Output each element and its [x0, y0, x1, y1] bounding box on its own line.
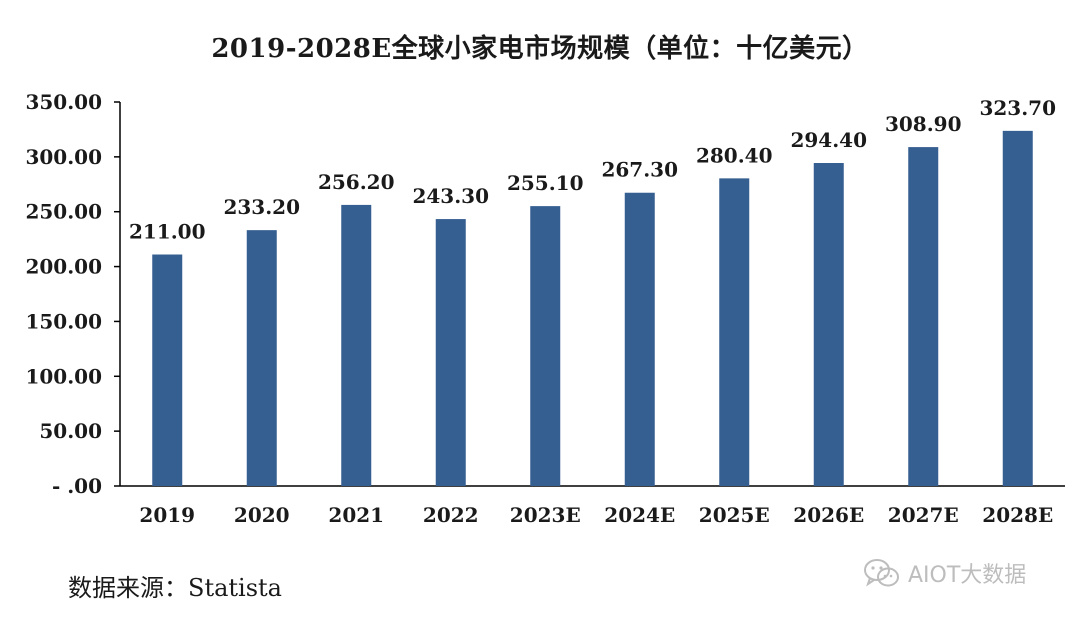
y-tick-label: 300.00	[25, 145, 102, 169]
watermark-text: AIOT大数据	[908, 563, 1027, 588]
x-tick-label: 2023E	[510, 503, 581, 527]
bar-2026E	[813, 163, 844, 486]
x-tick-label: 2024E	[604, 503, 675, 527]
data-label: 256.20	[318, 170, 395, 194]
bar-2024E	[624, 192, 655, 487]
y-tick-label: 100.00	[25, 364, 102, 388]
bar-2021	[341, 204, 372, 487]
data-label: 255.10	[507, 171, 584, 195]
y-tick-label: - .00	[52, 474, 102, 498]
y-tick-label: 150.00	[25, 309, 102, 333]
x-tick-label: 2022	[423, 503, 479, 527]
data-label: 280.40	[696, 143, 773, 167]
x-tick-label: 2027E	[888, 503, 959, 527]
bar-2025E	[719, 178, 750, 486]
bar-2023E	[530, 206, 561, 487]
x-tick-label: 2020	[234, 503, 290, 527]
y-tick-label: 200.00	[25, 255, 102, 279]
y-tick-label: 250.00	[25, 200, 102, 224]
watermark: AIOT大数据	[862, 556, 1026, 590]
source-caption: 数据来源：Statista	[68, 574, 282, 602]
data-label: 308.90	[885, 112, 962, 136]
wechat-icon	[862, 556, 902, 590]
bar-2020	[246, 230, 277, 486]
data-label: 233.20	[223, 195, 300, 219]
y-tick-label: 350.00	[25, 90, 102, 114]
x-tick-label: 2026E	[793, 503, 864, 527]
data-label: 323.70	[979, 96, 1056, 120]
bar-2022	[435, 219, 466, 487]
y-tick-label: 50.00	[39, 419, 102, 443]
data-label: 211.00	[129, 220, 206, 244]
bar-2027E	[908, 147, 939, 486]
x-tick-label: 2019	[139, 503, 195, 527]
data-label: 243.30	[412, 184, 489, 208]
x-tick-label: 2028E	[982, 503, 1053, 527]
x-tick-label: 2025E	[699, 503, 770, 527]
bar-2028E	[1002, 130, 1033, 486]
x-tick-label: 2021	[328, 503, 384, 527]
data-label: 294.40	[790, 128, 867, 152]
chart-title: 2019-2028E全球小家电市场规模（单位：十亿美元）	[211, 34, 869, 64]
data-label: 267.30	[601, 158, 678, 182]
bar-2019	[152, 254, 183, 486]
